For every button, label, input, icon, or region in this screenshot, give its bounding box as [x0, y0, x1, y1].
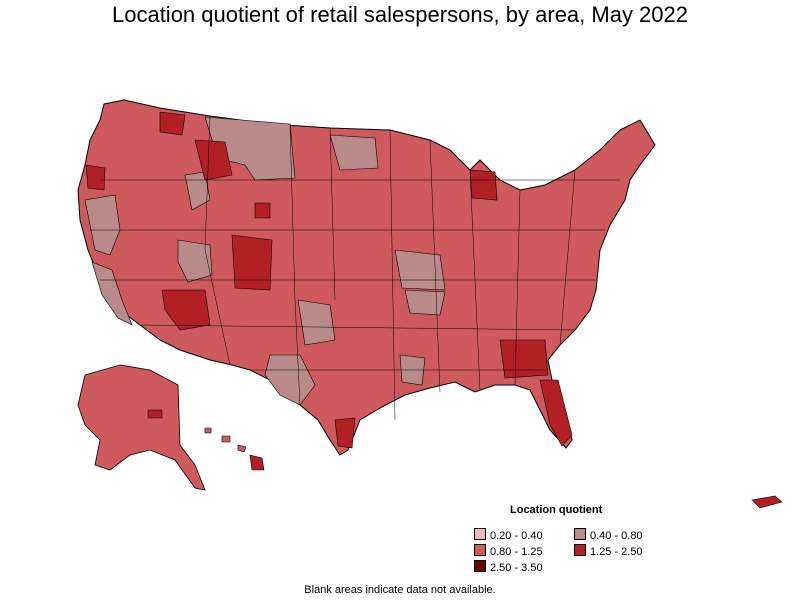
region-washington [159, 111, 186, 136]
legend-label: 0.20 - 0.40 [490, 530, 543, 542]
legend-item: 0.40 - 0.80 [574, 528, 643, 542]
region-michigan [469, 169, 498, 201]
legend-label: 0.40 - 0.80 [590, 530, 643, 542]
legend-swatch [474, 544, 486, 556]
region-california-south [91, 261, 133, 326]
legend-label: 1.25 - 2.50 [590, 546, 643, 558]
legend-title: Location quotient [510, 504, 603, 516]
region-texas-central [297, 299, 336, 346]
region-idaho [184, 171, 211, 211]
region-new-mexico [161, 289, 211, 331]
region-florida [539, 379, 573, 447]
puerto-rico-shape [751, 495, 783, 509]
region-georgia [499, 339, 549, 379]
legend-item: 0.20 - 0.40 [474, 528, 543, 542]
alaska-shape [77, 364, 206, 491]
area-boundaries [90, 115, 620, 421]
legend-label: 2.50 - 3.50 [490, 562, 543, 574]
legend-item: 0.80 - 1.25 [474, 544, 543, 558]
legend-label: 0.80 - 1.25 [490, 546, 543, 558]
region-north-dakota [329, 134, 379, 171]
region-colorado [231, 234, 273, 291]
legend-swatch [474, 528, 486, 540]
region-arkansas [404, 289, 446, 316]
region-missouri [394, 249, 446, 291]
region-utah [177, 239, 213, 283]
hawaii-shape [204, 427, 265, 471]
footnote: Blank areas indicate data not available. [304, 584, 496, 596]
legend-swatch [474, 560, 486, 572]
region-nevada-west [84, 194, 121, 256]
legend-item: 2.50 - 3.50 [474, 560, 543, 574]
alaska-region-dark [147, 409, 163, 419]
region-wyoming [254, 202, 271, 219]
legend-item: 1.25 - 2.50 [574, 544, 643, 558]
region-montana-west [194, 139, 233, 181]
legend-swatch [574, 544, 586, 556]
legend-swatch [574, 528, 586, 540]
map-title: Location quotient of retail salespersons… [111, 2, 689, 27]
region-texas-coast [334, 417, 356, 449]
region-oregon-coast [85, 164, 106, 191]
